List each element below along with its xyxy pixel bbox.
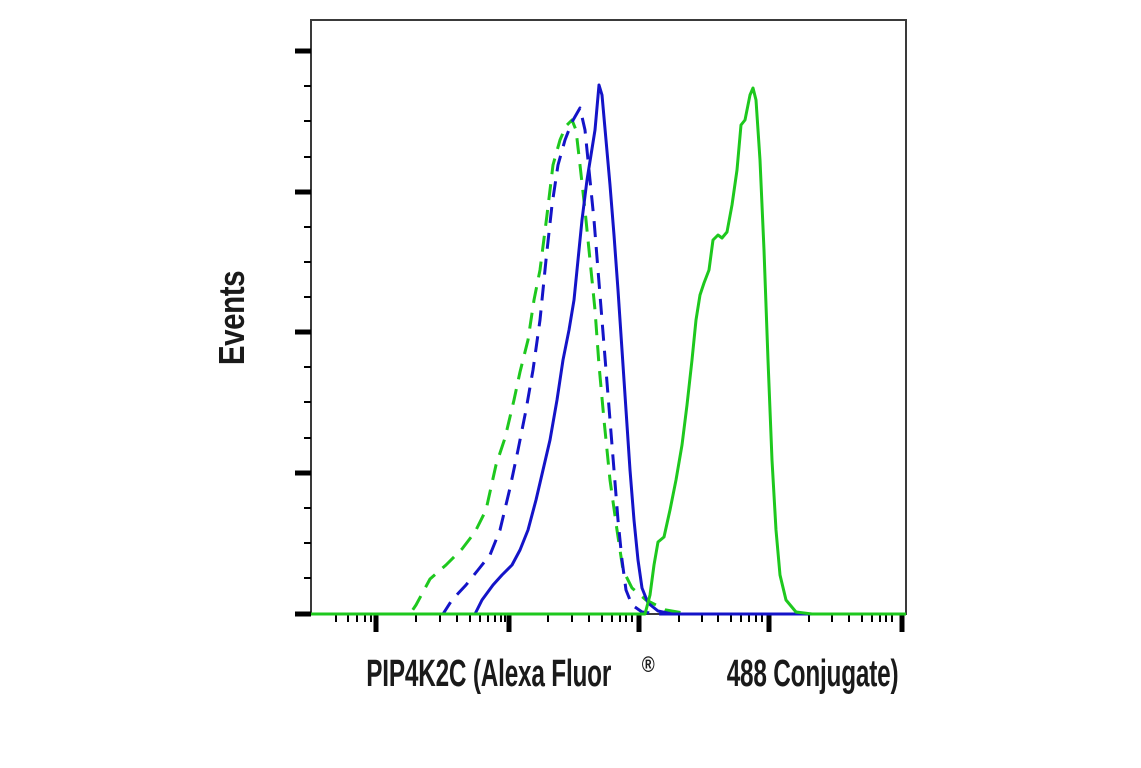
x-axis-label-main: PIP4K2C (Alexa Fluor (366, 653, 612, 695)
x-axis-label: PIP4K2C (Alexa Fluor ® 488 Conjugate) (0, 652, 1141, 696)
series-dashed-blue (311, 106, 906, 616)
y-axis-label-text: Events (211, 270, 252, 366)
series-dashed-green (311, 118, 906, 616)
series-solid-blue (311, 83, 906, 616)
series-solid-green (311, 86, 906, 616)
x-axis-label-tail: 488 Conjugate) (727, 653, 899, 695)
x-axis-ticks (335, 614, 905, 632)
y-axis-ticks (295, 48, 311, 617)
registered-mark: ® (641, 652, 655, 677)
series-layer (311, 83, 906, 616)
plot-frame (310, 19, 907, 615)
x-axis-label-text: PIP4K2C (Alexa Fluor ® 488 Conjugate) (285, 652, 921, 696)
